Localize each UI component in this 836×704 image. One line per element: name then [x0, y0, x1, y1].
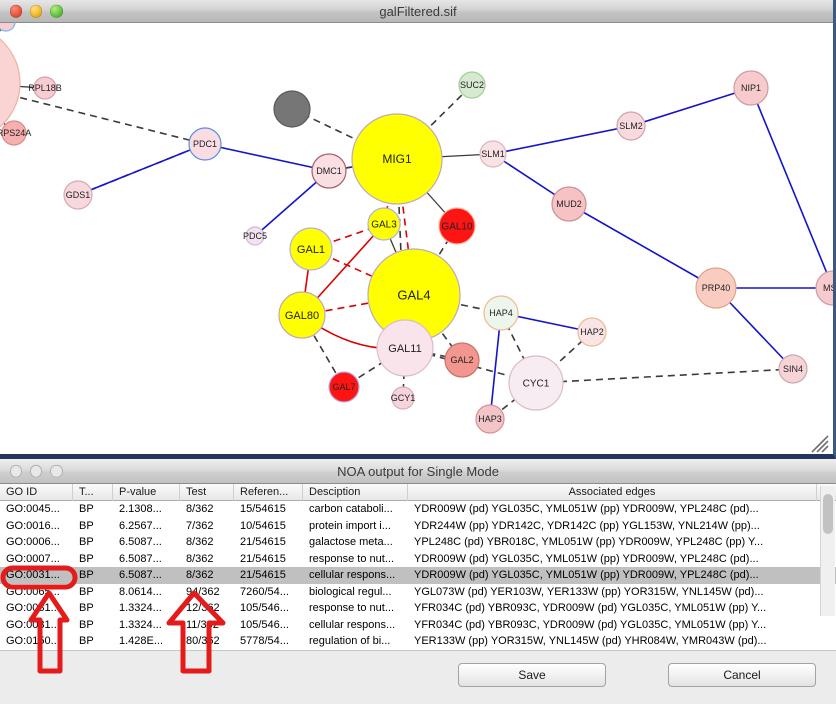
svg-text:GAL1: GAL1: [297, 244, 325, 256]
svg-text:MUD2: MUD2: [556, 199, 582, 209]
svg-text:GAL4: GAL4: [397, 288, 430, 303]
svg-text:GCY1: GCY1: [391, 393, 416, 403]
svg-text:GAL80: GAL80: [285, 310, 319, 322]
svg-text:GAL2: GAL2: [450, 355, 473, 365]
svg-text:SIN4: SIN4: [783, 364, 803, 374]
svg-text:SLM2: SLM2: [619, 121, 643, 131]
svg-text:PRP40: PRP40: [702, 283, 731, 293]
svg-text:HAP4: HAP4: [489, 308, 513, 318]
svg-text:GAL3: GAL3: [371, 220, 397, 231]
svg-text:SUC2: SUC2: [460, 80, 484, 90]
svg-text:MSN: MSN: [823, 283, 836, 293]
svg-text:GDS1: GDS1: [66, 190, 91, 200]
svg-text:HAP3: HAP3: [478, 414, 502, 424]
svg-text:CYC1: CYC1: [523, 379, 550, 390]
svg-text:GAL10: GAL10: [441, 222, 473, 233]
svg-text:RPL18B: RPL18B: [28, 83, 62, 93]
svg-text:GAL11: GAL11: [388, 343, 421, 355]
svg-text:SLM1: SLM1: [481, 149, 505, 159]
svg-text:HAP2: HAP2: [580, 327, 604, 337]
svg-text:PDC1: PDC1: [193, 139, 217, 149]
svg-text:GAL7: GAL7: [332, 382, 355, 392]
svg-text:NIP1: NIP1: [741, 83, 761, 93]
svg-text:RPS24A: RPS24A: [0, 128, 31, 138]
svg-text:DMC1: DMC1: [316, 166, 342, 176]
svg-text:MIG1: MIG1: [382, 152, 412, 166]
svg-text:PDC5: PDC5: [243, 231, 267, 241]
